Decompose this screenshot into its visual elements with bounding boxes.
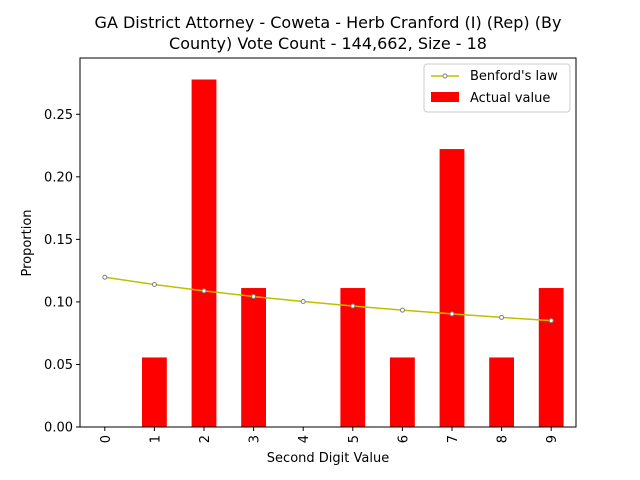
y-tick-label-0.10: 0.10 <box>44 295 73 310</box>
benford-point-digit-8 <box>499 314 505 320</box>
x-tick-label-3: 3 <box>248 435 263 443</box>
bar-digit-5 <box>340 288 366 427</box>
benford-point-digit-6 <box>399 307 405 313</box>
benford-point-digit-1 <box>151 282 157 288</box>
y-tick-label-0.25: 0.25 <box>44 108 73 123</box>
y-tick-label-0.15: 0.15 <box>44 233 73 248</box>
bar-digit-6 <box>390 357 415 427</box>
legend: Benford's law Actual value <box>423 63 571 113</box>
benford-point-digit-2 <box>201 288 207 294</box>
legend-line-marker <box>442 73 448 79</box>
x-tick-label-2: 2 <box>198 435 213 443</box>
chart-title-line-1: GA District Attorney - Coweta - Herb Cra… <box>95 13 562 32</box>
x-tick-label-1: 1 <box>148 435 163 443</box>
benford-line <box>104 276 552 322</box>
x-tick-label-0: 0 <box>99 435 114 443</box>
bar-digit-8 <box>489 357 514 427</box>
x-tick-label-4: 4 <box>297 435 312 443</box>
legend-bar-swatch <box>431 92 459 102</box>
benford-point-digit-3 <box>251 294 257 300</box>
bar-digit-7 <box>439 149 465 427</box>
legend-label-actual: Actual value <box>470 91 550 106</box>
x-axis: 0 1 2 3 4 5 6 7 8 9 <box>99 427 560 443</box>
benford-point-digit-4 <box>300 299 306 305</box>
bar-digit-1 <box>142 357 167 427</box>
y-axis: 0.00 0.05 0.10 0.15 0.20 0.25 <box>44 108 80 436</box>
chart-title-line-2: County) Vote Count - 144,662, Size - 18 <box>169 34 487 53</box>
legend-label-benford: Benford's law <box>470 69 558 84</box>
x-tick-label-5: 5 <box>347 435 362 443</box>
bar-digit-3 <box>241 288 266 427</box>
bars-layer <box>142 79 564 427</box>
x-axis-label: Second Digit Value <box>267 451 389 466</box>
bar-digit-9 <box>538 288 564 427</box>
bar-digit-2 <box>191 79 217 427</box>
y-tick-label-0.00: 0.00 <box>44 421 73 436</box>
benford-line-layer <box>102 274 554 324</box>
benford-point-digit-5 <box>350 303 356 309</box>
plot-frame <box>79 57 577 428</box>
x-tick-label-8: 8 <box>496 435 511 443</box>
benford-point-digit-0 <box>102 274 108 280</box>
legend-box <box>423 63 571 113</box>
x-tick-label-9: 9 <box>545 435 560 443</box>
x-tick-label-6: 6 <box>396 435 411 443</box>
benford-point-digit-9 <box>548 318 554 324</box>
benford-point-digit-7 <box>449 311 455 317</box>
y-axis-label: Proportion <box>20 209 35 276</box>
y-tick-label-0.05: 0.05 <box>44 358 73 373</box>
x-tick-label-7: 7 <box>446 435 461 443</box>
y-tick-label-0.20: 0.20 <box>44 170 73 185</box>
